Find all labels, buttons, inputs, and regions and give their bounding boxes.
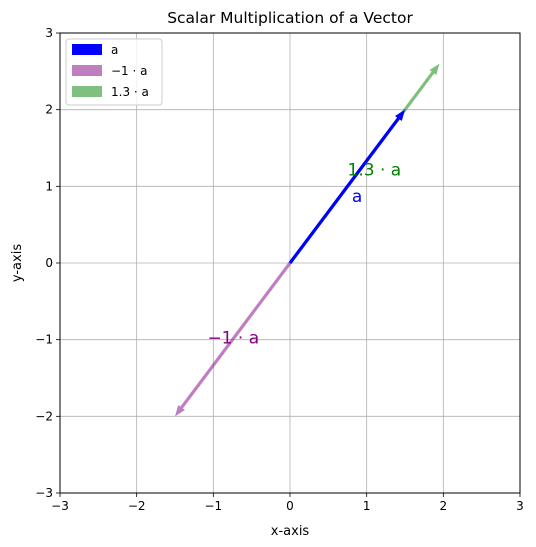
vector-shaft [288, 116, 401, 264]
x-ticks: −3 −2 −1 0 1 2 3 [51, 493, 524, 513]
vector-0 [288, 109, 405, 264]
x-tick-label: 2 [440, 499, 448, 513]
y-tick-label: −1 [35, 333, 53, 347]
y-axis-label: y-axis [10, 244, 25, 282]
plot-frame [59, 32, 521, 494]
y-tick-label: −2 [35, 409, 53, 423]
y-tick-label: 3 [45, 26, 53, 40]
x-tick-label: 0 [286, 499, 294, 513]
vector-shaft [179, 262, 292, 410]
x-tick-label: 3 [516, 499, 524, 513]
legend-label: a [111, 43, 118, 57]
legend: a −1 · a 1.3 · a [65, 38, 163, 106]
vector-1 [175, 262, 292, 417]
vector-head [175, 405, 185, 417]
legend-swatch [72, 86, 102, 97]
y-ticks: −3 −2 −1 0 1 2 3 [35, 26, 60, 500]
x-tick-label: −2 [128, 499, 146, 513]
x-axis-label: x-axis [271, 524, 310, 539]
vector-head [429, 63, 440, 75]
x-tick-label: −3 [51, 499, 69, 513]
y-tick-label: 1 [45, 179, 53, 193]
vector-annotation: 1.3 · a [348, 161, 402, 181]
chart-title: Scalar Multiplication of a Vector [167, 9, 413, 27]
vector-annotation: −1 · a [207, 328, 259, 348]
vectors [175, 63, 440, 417]
legend-label: 1.3 · a [111, 85, 149, 99]
y-tick-label: −3 [35, 486, 53, 500]
vector-annotation: a [352, 187, 362, 207]
legend-swatch [72, 44, 102, 55]
y-tick-label: 0 [45, 256, 53, 270]
vector-head [395, 109, 405, 121]
legend-swatch [72, 65, 102, 76]
legend-label: −1 · a [111, 64, 148, 78]
x-tick-label: 1 [363, 499, 371, 513]
annotations: a −1 · a 1.3 · a [207, 161, 401, 349]
y-tick-label: 2 [45, 103, 53, 117]
x-tick-label: −1 [204, 499, 222, 513]
